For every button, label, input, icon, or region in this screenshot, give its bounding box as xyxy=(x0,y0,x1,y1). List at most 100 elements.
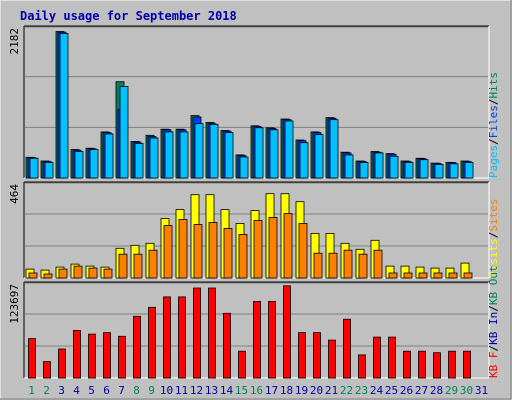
bar-sites-day-20 xyxy=(313,252,323,279)
bar-sites-day-7 xyxy=(118,253,128,279)
bar-kb-f-day-21 xyxy=(328,339,336,379)
x-tick-label: 22 xyxy=(340,384,353,397)
bar-sites-day-19 xyxy=(298,223,308,279)
legend-middle: Visits/Sites xyxy=(487,199,500,279)
bar-pages-day-22 xyxy=(344,154,354,179)
bar-pages-day-30 xyxy=(464,161,474,179)
bar-kb-f-day-28 xyxy=(433,352,441,379)
bar-pages-day-1 xyxy=(29,157,39,179)
x-tick-label: 31 xyxy=(475,384,488,397)
bar-pages-day-2 xyxy=(44,161,54,179)
bar-kb-f-day-20 xyxy=(313,332,321,379)
bar-kb-f-day-19 xyxy=(298,332,306,379)
bar-pages-day-18 xyxy=(284,120,294,179)
x-tick-label: 28 xyxy=(430,384,443,397)
bar-pages-day-6 xyxy=(104,133,114,179)
bar-pages-day-21 xyxy=(329,119,339,179)
bar-kb-f-day-27 xyxy=(418,350,426,379)
bar-kb-f-day-10 xyxy=(163,296,171,379)
bar-pages-day-17 xyxy=(269,129,279,179)
bar-pages-day-12 xyxy=(194,123,204,179)
bar-pages-day-16 xyxy=(254,127,264,179)
bar-sites-day-22 xyxy=(343,249,353,279)
x-axis-labels: 1 2 3 4 5 6 7 8 9 10 11 12 13 14 15 16 17 18 19 20 21 22 23 24 2… xyxy=(28,384,488,397)
y-max-label: 123697 xyxy=(8,284,21,324)
bar-sites-day-17 xyxy=(268,217,278,279)
legend-entry: Sites xyxy=(487,199,500,232)
bar-sites-day-12 xyxy=(193,224,203,279)
bar-sites-day-8 xyxy=(133,253,143,279)
x-tick-label: 21 xyxy=(325,384,338,397)
bar-sites-day-16 xyxy=(253,220,263,279)
x-tick-label: 24 xyxy=(370,384,384,397)
x-tick-label: 9 xyxy=(148,384,155,397)
x-tick-label: 18 xyxy=(280,384,293,397)
bar-kb-f-day-18 xyxy=(283,285,291,379)
bar-sites-day-3 xyxy=(58,268,68,279)
bar-kb-f-day-11 xyxy=(178,296,186,379)
legend-entry: Hits xyxy=(487,72,500,99)
x-tick-label: 30 xyxy=(460,384,473,397)
legend-entry: / xyxy=(487,99,500,106)
bar-sites-day-1 xyxy=(28,272,38,279)
bar-kb-f-day-3 xyxy=(58,348,66,379)
bar-pages-day-5 xyxy=(89,149,99,179)
bar-kb-f-day-8 xyxy=(133,315,141,379)
bar-sites-day-4 xyxy=(73,265,83,279)
bar-kb-f-day-13 xyxy=(208,287,216,379)
bar-pages-day-19 xyxy=(299,142,309,179)
x-tick-label: 13 xyxy=(205,384,218,397)
x-tick-label: 10 xyxy=(160,384,173,397)
legend-entry: Files xyxy=(487,105,500,138)
x-tick-label: 19 xyxy=(295,384,308,397)
x-tick-label: 23 xyxy=(355,384,368,397)
bar-pages-day-4 xyxy=(74,151,84,179)
bar-kb-f-day-1 xyxy=(28,338,36,379)
bar-sites-day-23 xyxy=(358,253,368,279)
bar-sites-day-18 xyxy=(283,213,293,279)
bar-sites-day-13 xyxy=(208,222,218,279)
bar-kb-f-day-14 xyxy=(223,312,231,379)
bar-kb-f-day-23 xyxy=(358,354,366,379)
bar-kb-f-day-22 xyxy=(343,318,351,379)
x-tick-label: 3 xyxy=(58,384,65,397)
x-tick-label: 2 xyxy=(43,384,50,397)
x-tick-label: 11 xyxy=(175,384,188,397)
panel-middle: 464 Visits/Sites xyxy=(8,181,500,279)
bar-pages-day-10 xyxy=(164,131,174,179)
x-tick-label: 15 xyxy=(235,384,248,397)
x-tick-label: 8 xyxy=(133,384,140,397)
bar-sites-day-30 xyxy=(463,272,473,279)
bar-sites-day-15 xyxy=(238,233,248,279)
bar-kb-f-day-30 xyxy=(463,350,471,379)
bar-pages-day-3 xyxy=(59,33,69,179)
x-tick-label: 12 xyxy=(190,384,203,397)
x-tick-label: 4 xyxy=(73,384,80,397)
bar-sites-day-28 xyxy=(433,272,443,279)
bar-sites-day-21 xyxy=(328,252,338,279)
x-tick-label: 14 xyxy=(220,384,234,397)
bar-kb-f-day-16 xyxy=(253,300,261,379)
bar-pages-day-9 xyxy=(149,137,159,179)
bar-kb-f-day-5 xyxy=(88,333,96,379)
x-tick-label: 27 xyxy=(415,384,428,397)
bar-sites-day-5 xyxy=(88,267,98,279)
x-tick-label: 25 xyxy=(385,384,398,397)
bar-pages-day-24 xyxy=(374,152,384,179)
bar-sites-day-26 xyxy=(403,272,413,279)
bar-pages-day-27 xyxy=(419,159,429,179)
bar-pages-day-29 xyxy=(449,163,459,179)
x-tick-label: 7 xyxy=(118,384,125,397)
bar-kb-f-day-4 xyxy=(73,329,81,379)
bar-pages-day-13 xyxy=(209,124,219,179)
bar-kb-f-day-17 xyxy=(268,300,276,379)
x-tick-label: 6 xyxy=(103,384,110,397)
bar-kb-f-day-24 xyxy=(373,336,381,379)
bar-pages-day-11 xyxy=(179,131,189,179)
legend-entry: / xyxy=(487,232,500,239)
legend-entry: KB F xyxy=(487,352,500,379)
legend-entry: / xyxy=(487,138,500,145)
bar-sites-day-11 xyxy=(178,219,188,279)
bar-pages-day-7 xyxy=(119,86,129,179)
